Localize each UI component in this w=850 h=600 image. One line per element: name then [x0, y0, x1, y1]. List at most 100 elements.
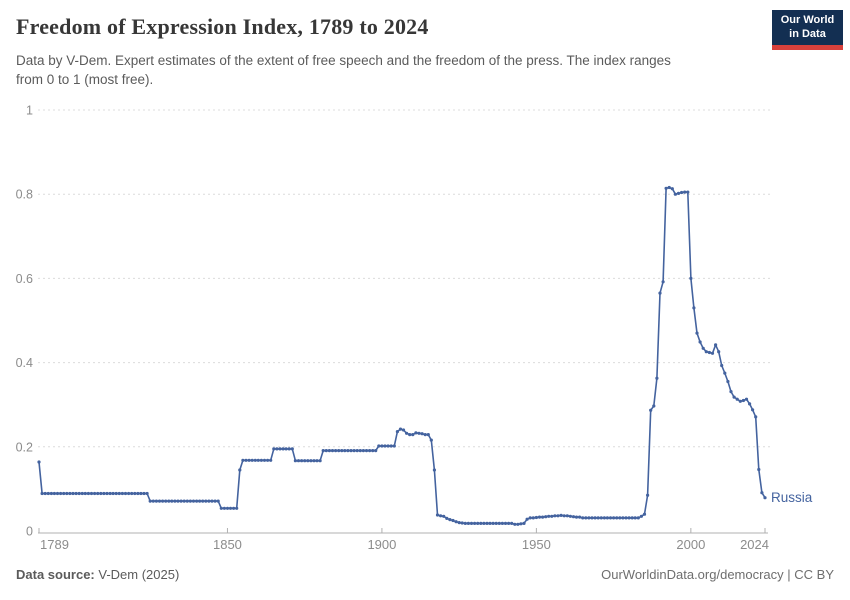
data-point [411, 433, 415, 437]
data-point [463, 521, 467, 526]
data-point [646, 493, 650, 497]
data-point [596, 516, 600, 520]
data-point [695, 331, 699, 335]
data-point [55, 491, 60, 496]
license-note: OurWorldinData.org/democracy | CC BY [601, 567, 834, 582]
x-axis-tick-label: 2024 [740, 537, 769, 552]
data-point [568, 514, 573, 518]
data-point [352, 449, 356, 453]
data-point [195, 499, 199, 503]
data-point [114, 491, 118, 496]
data-point [401, 428, 406, 432]
data-point [259, 458, 263, 462]
data-point [547, 514, 551, 518]
data-point [142, 491, 146, 496]
data-point [519, 522, 523, 526]
subtitle-line-1: Data by V-Dem. Expert estimates of the e… [16, 53, 671, 68]
data-point [636, 516, 640, 520]
data-point [621, 516, 625, 520]
y-axis-tick-label: 0.2 [16, 440, 33, 454]
data-point [445, 516, 449, 521]
data-point [587, 516, 591, 520]
data-point [46, 491, 50, 496]
data-point [324, 449, 328, 453]
data-point [751, 408, 755, 412]
data-point [707, 350, 712, 355]
data-point [266, 458, 270, 462]
data-point [553, 514, 557, 518]
data-point [559, 513, 563, 518]
data-point [293, 459, 297, 463]
data-point [451, 518, 455, 523]
data-point [272, 447, 276, 451]
data-point [164, 499, 168, 503]
data-point [62, 491, 66, 496]
data-point [154, 499, 158, 503]
data-point [108, 491, 112, 496]
data-point [176, 499, 180, 503]
data-point [130, 491, 134, 496]
data-point [686, 190, 690, 194]
line-series-russia [37, 185, 767, 526]
data-point [300, 459, 304, 463]
data-point [395, 430, 399, 434]
data-point [466, 521, 470, 526]
x-axis-tick-label: 1850 [213, 537, 242, 552]
data-point [541, 515, 545, 519]
data-point [615, 516, 619, 520]
data-point [717, 350, 721, 354]
data-point [49, 491, 54, 496]
data-point [522, 521, 526, 526]
data-point [213, 499, 217, 503]
data-point [250, 458, 254, 462]
data-point [340, 449, 344, 453]
data-point [241, 458, 245, 462]
data-point [513, 522, 517, 526]
data-point [216, 499, 220, 503]
data-point [608, 516, 613, 520]
logo-line-1: Our World [780, 13, 835, 26]
data-point [720, 363, 724, 368]
data-point [99, 491, 103, 496]
data-point [429, 438, 433, 442]
x-axis-tick-label: 2000 [676, 537, 705, 552]
y-axis-tick-label: 1 [26, 104, 33, 118]
data-point [448, 518, 452, 522]
data-point [593, 516, 597, 520]
data-point [571, 515, 576, 519]
series-end-label: Russia [771, 490, 813, 505]
data-point [296, 459, 301, 463]
data-point [136, 491, 140, 496]
data-point [667, 185, 671, 190]
data-point [86, 491, 90, 496]
data-point [89, 491, 94, 496]
data-point [744, 397, 749, 401]
data-point [426, 433, 430, 437]
data-point [544, 515, 548, 519]
data-point [639, 514, 644, 518]
y-axis-tick-label: 0.8 [16, 188, 33, 202]
data-point [111, 491, 115, 496]
data-point [133, 491, 137, 496]
data-point [704, 350, 708, 354]
data-point [562, 514, 566, 518]
data-source-note: Data source: V-Dem (2025) [16, 567, 179, 582]
data-point [757, 467, 761, 472]
data-point [503, 521, 508, 526]
data-point [738, 399, 742, 403]
data-point [120, 491, 124, 496]
data-point [170, 499, 174, 503]
data-point [185, 499, 189, 503]
data-source-label: Data source: [16, 567, 95, 582]
data-line [38, 186, 766, 526]
x-axis-tick-label: 1900 [367, 537, 396, 552]
data-point [531, 516, 535, 520]
data-point [658, 291, 662, 295]
data-point [534, 515, 539, 520]
data-point [77, 491, 81, 496]
data-point [420, 432, 424, 436]
data-point [655, 376, 659, 380]
data-point [225, 506, 230, 510]
data-point [735, 397, 739, 401]
data-point [754, 415, 758, 419]
